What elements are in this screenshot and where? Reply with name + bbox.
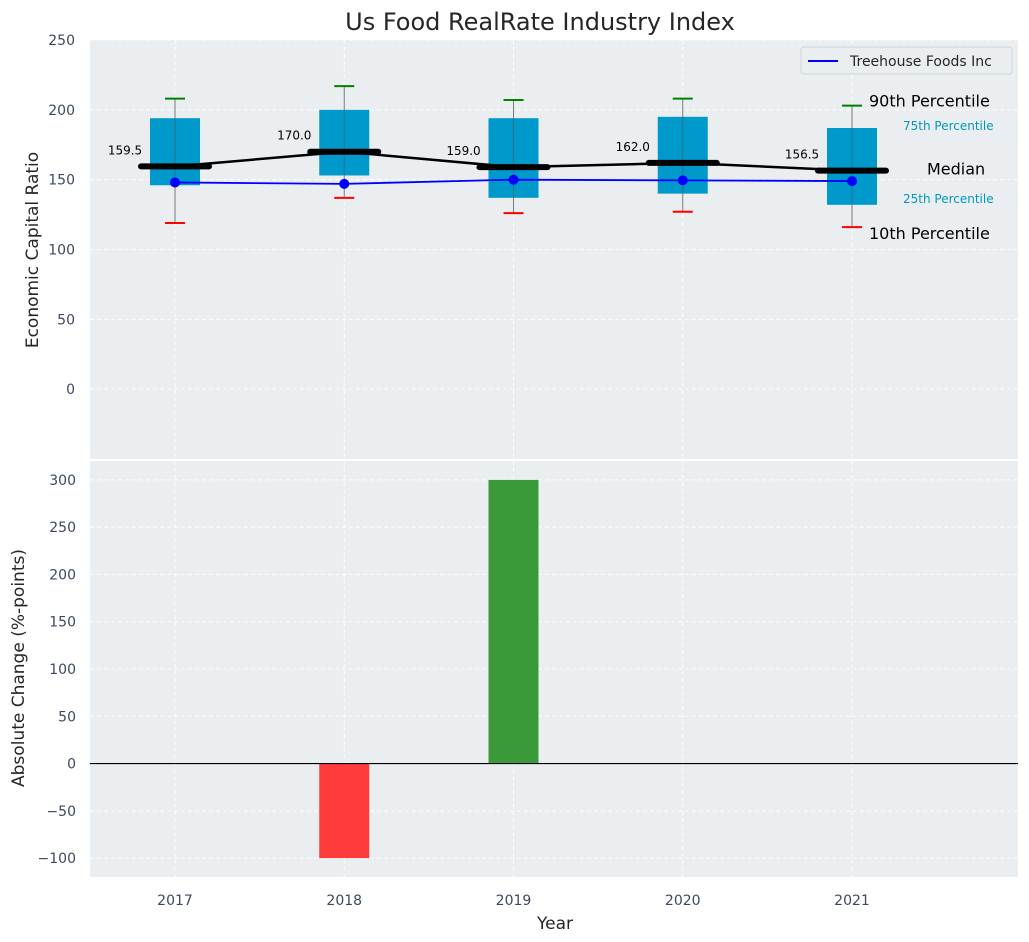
median-value-label: 159.0 [446, 144, 480, 158]
legend-box [800, 46, 1013, 75]
y-axis-label-top: Economic Capital Ratio [23, 152, 43, 348]
series-point-treehouse [170, 177, 180, 188]
y-tick-label-top: 250 [48, 33, 75, 49]
y-tick-label-bottom: 150 [49, 615, 76, 631]
annotation-p90: 90th Percentile [869, 92, 990, 111]
y-tick-label-top: 0 [66, 382, 75, 398]
series-point-treehouse [339, 178, 350, 189]
x-tick-label: 2019 [496, 893, 532, 909]
annotation-p75: 75th Percentile [903, 119, 994, 133]
y-tick-label-bottom: 100 [49, 662, 76, 678]
y-tick-label-bottom: −100 [38, 851, 76, 867]
series-point-treehouse [677, 175, 688, 186]
y-tick-label-top: 100 [48, 243, 75, 259]
x-tick-label: 2020 [665, 893, 701, 909]
annotation-median: Median [927, 160, 985, 179]
median-value-label: 156.5 [785, 148, 819, 162]
y-tick-label-bottom: 50 [58, 709, 76, 725]
annotation-p25: 25th Percentile [903, 192, 994, 206]
series-point-treehouse [847, 176, 857, 187]
y-tick-label-bottom: 300 [49, 473, 76, 489]
bottom-panel: −100 −50 0 50 100 150 200 250 300 2017 2018 2019 202… [38, 461, 1018, 909]
y-axis-label-bottom: Absolute Change (%-points) [9, 549, 29, 787]
y-tick-label-bottom: 250 [49, 520, 76, 536]
x-tick-label: 2018 [326, 893, 362, 909]
legend-label-treehouse: Treehouse Foods Inc [849, 54, 992, 70]
y-tick-label-top: 50 [57, 312, 75, 328]
median-value-label: 162.0 [616, 140, 650, 154]
x-tick-label: 2017 [157, 893, 193, 909]
series-point-treehouse [508, 174, 519, 185]
change-bar [488, 479, 539, 764]
chart-title: Us Food RealRate Industry Index [345, 8, 735, 36]
y-tick-label-top: 200 [48, 103, 75, 119]
annotation-p10: 10th Percentile [869, 224, 990, 243]
x-tick-label: 2021 [834, 893, 870, 909]
top-panel: 0 50 100 150 200 250 159.5 170.0 159.0 162.0 156.5… [48, 33, 1018, 459]
x-axis-label: Year [536, 914, 573, 934]
y-tick-label-bottom: 0 [67, 757, 76, 773]
legend: Treehouse Foods Inc [800, 46, 1013, 75]
median-value-label: 159.5 [108, 143, 142, 157]
y-tick-label-bottom: 200 [49, 567, 76, 583]
y-tick-label-bottom: −50 [46, 804, 76, 820]
y-tick-label-top: 150 [48, 173, 75, 189]
change-bar [319, 763, 370, 859]
median-value-label: 170.0 [277, 129, 311, 143]
